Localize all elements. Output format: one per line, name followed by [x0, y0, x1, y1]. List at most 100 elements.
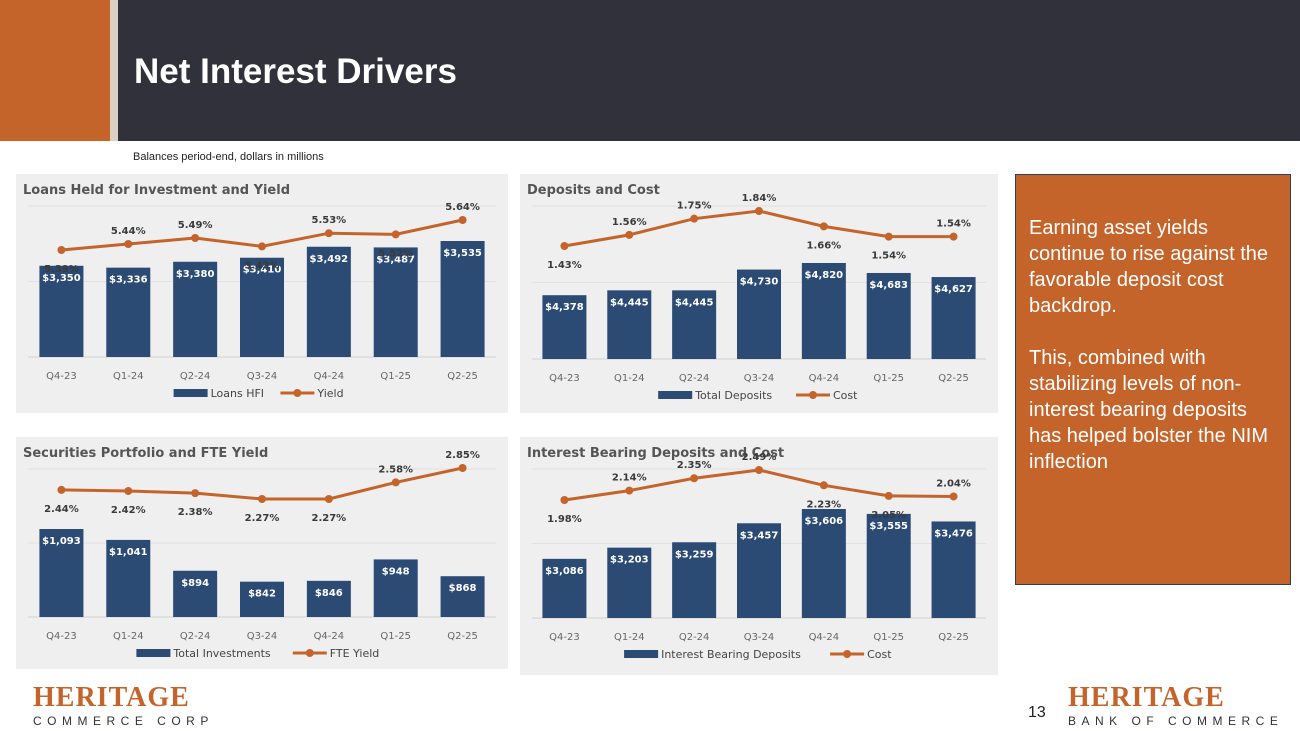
bar-value-label: $4,683: [869, 280, 908, 291]
line-value-label: 2.44%: [44, 504, 79, 515]
bar: [931, 521, 976, 618]
line-point: [324, 229, 333, 238]
bar-value-label: $3,476: [934, 528, 973, 539]
line-point: [690, 474, 699, 483]
bar-value-label: $3,492: [310, 254, 349, 265]
bar: [173, 261, 218, 357]
line-point: [560, 496, 569, 504]
line-point: [57, 246, 66, 254]
line-value-label: 2.42%: [111, 505, 146, 516]
legend-swatch-marker: [293, 389, 302, 397]
bar: [607, 290, 652, 359]
legend-swatch-bars: [173, 389, 208, 397]
line-point: [560, 242, 569, 250]
bar: [440, 576, 485, 617]
line-point: [57, 485, 66, 494]
header-accent-block: [0, 0, 110, 141]
bar: [39, 529, 84, 617]
bar: [173, 570, 218, 617]
legend-swatch-bars: [624, 650, 659, 658]
legend-swatch-marker: [809, 391, 817, 399]
bar: [607, 547, 652, 618]
line-point: [755, 207, 763, 215]
logo-right-main: HERITAGE: [1068, 682, 1225, 713]
x-tick-label: Q2-25: [447, 631, 478, 642]
x-tick-label: Q1-25: [380, 371, 411, 382]
line-value-label: 2.49%: [742, 452, 777, 463]
bar: [801, 509, 846, 618]
header-bar: [118, 0, 1300, 141]
x-tick-label: Q1-25: [380, 631, 411, 642]
bar-value-label: $3,086: [545, 566, 584, 577]
line-point: [625, 230, 634, 239]
callout-paragraph-2: This, combined with stabilizing levels o…: [1029, 347, 1269, 473]
legend-label-line: Cost: [833, 389, 858, 402]
bar: [39, 265, 84, 357]
bar: [542, 295, 587, 359]
x-tick-label: Q2-25: [938, 373, 969, 384]
line-point: [391, 478, 400, 487]
x-tick-label: Q1-24: [113, 371, 144, 382]
bar-value-label: $842: [248, 589, 276, 600]
line-point: [391, 230, 400, 239]
bar-value-label: $868: [449, 583, 477, 594]
line-value-label: 1.54%: [936, 219, 971, 230]
line-value-label: 2.27%: [312, 513, 347, 524]
legend-label-bars: Total Investments: [172, 647, 270, 660]
x-tick-label: Q1-24: [614, 373, 645, 384]
commentary-callout: Earning asset yields continue to rise ag…: [1015, 174, 1291, 585]
x-tick-label: Q4-24: [314, 631, 345, 642]
chart-svg: Deposits and Cost $4,378 Q4-23 $4,445 Q1-24 $…: [527, 183, 986, 402]
line-point: [819, 222, 828, 231]
line-point: [690, 214, 699, 223]
line-value-label: 5.49%: [178, 220, 213, 231]
bar-value-label: $4,445: [675, 297, 714, 308]
x-tick-label: Q2-25: [447, 371, 478, 382]
x-tick-label: Q1-24: [113, 631, 144, 642]
legend-label-bars: Loans HFI: [211, 387, 264, 400]
line-value-label: 2.35%: [677, 460, 712, 471]
bar-value-label: $3,606: [805, 516, 844, 527]
bar: [542, 558, 587, 618]
line-point: [949, 492, 958, 501]
line-value-label: 5.39%: [44, 264, 79, 275]
bar: [373, 559, 418, 617]
bar: [106, 539, 151, 617]
x-tick-label: Q4-24: [809, 373, 840, 384]
chart-title: Loans Held for Investment and Yield: [23, 183, 290, 198]
line-value-label: 1.66%: [807, 240, 842, 251]
line-point: [755, 466, 763, 474]
legend-label-bars: Total Deposits: [694, 389, 772, 402]
legend-label-bars: Interest Bearing Deposits: [661, 648, 801, 661]
bar-value-label: $3,410: [243, 265, 282, 276]
bar: [866, 513, 911, 618]
legend-swatch-marker: [305, 649, 314, 657]
x-tick-label: Q2-24: [679, 373, 710, 384]
x-tick-label: Q2-24: [180, 371, 211, 382]
bar-value-label: $4,627: [934, 284, 973, 295]
line-value-label: 1.54%: [871, 251, 906, 262]
x-tick-label: Q1-25: [873, 373, 904, 384]
line-value-label: 1.75%: [677, 201, 712, 212]
bar-value-label: $1,093: [42, 536, 81, 547]
bar-value-label: $4,730: [740, 277, 779, 288]
bar: [866, 272, 911, 359]
legend-swatch-bars: [658, 391, 693, 399]
line-point: [625, 486, 634, 495]
line-value-label: 5.42%: [245, 260, 280, 271]
line-value-label: 1.98%: [547, 514, 582, 525]
legend-label-line: Yield: [316, 387, 343, 400]
line-point: [258, 242, 266, 251]
line-point: [949, 232, 958, 241]
bar-value-label: $3,535: [443, 248, 482, 259]
logo-left-main: HERITAGE: [33, 682, 190, 713]
bar: [373, 247, 418, 357]
bar-value-label: $4,445: [610, 297, 649, 308]
x-tick-label: Q3-24: [247, 631, 278, 642]
bar: [737, 269, 781, 359]
x-tick-label: Q3-24: [744, 373, 775, 384]
line-value-label: 2.14%: [612, 473, 647, 484]
callout-paragraph-1: Earning asset yields continue to rise ag…: [1029, 217, 1269, 317]
bar-value-label: $3,350: [42, 273, 81, 284]
securities-chart-panel: Securities Portfolio and FTE Yield $1,093…: [16, 437, 508, 669]
